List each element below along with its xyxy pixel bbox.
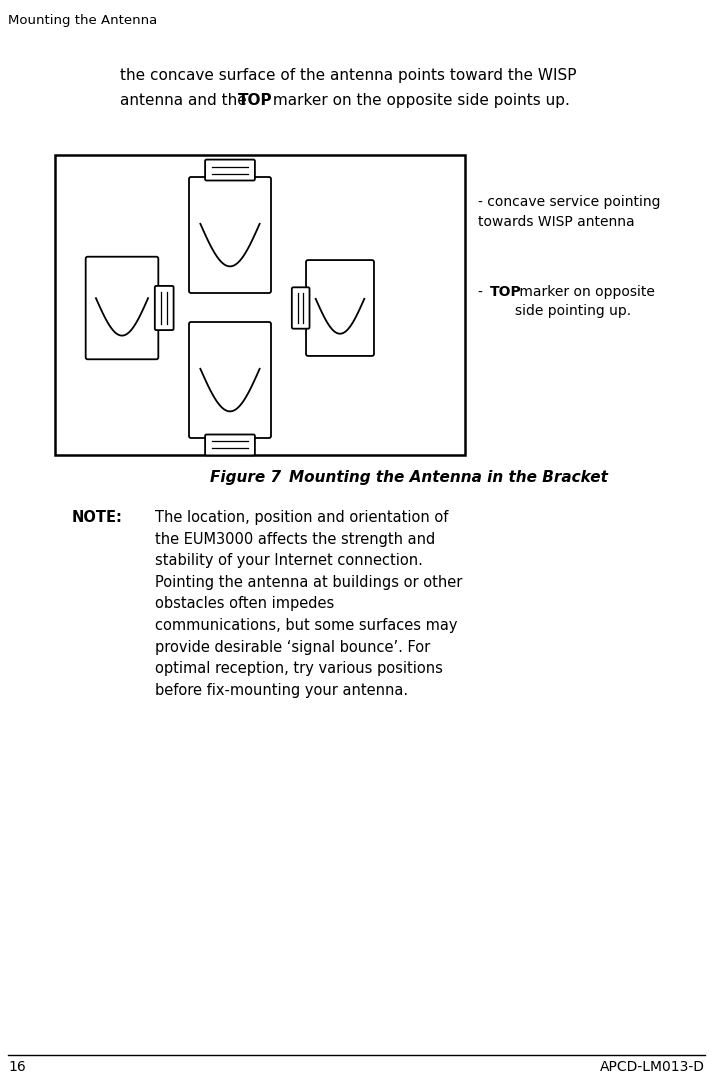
FancyBboxPatch shape bbox=[205, 160, 255, 181]
Text: 16: 16 bbox=[8, 1060, 26, 1074]
Text: Mounting the Antenna in the Bracket: Mounting the Antenna in the Bracket bbox=[268, 470, 608, 485]
Text: Mounting the Antenna: Mounting the Antenna bbox=[8, 14, 158, 27]
FancyBboxPatch shape bbox=[155, 286, 173, 330]
FancyBboxPatch shape bbox=[86, 257, 158, 359]
Text: marker on the opposite side points up.: marker on the opposite side points up. bbox=[268, 92, 570, 108]
Text: TOP: TOP bbox=[490, 285, 522, 299]
Text: the concave surface of the antenna points toward the WISP: the concave surface of the antenna point… bbox=[120, 67, 577, 83]
FancyBboxPatch shape bbox=[55, 154, 465, 455]
Text: APCD-LM013-D: APCD-LM013-D bbox=[600, 1060, 705, 1074]
Text: - concave service pointing
towards WISP antenna: - concave service pointing towards WISP … bbox=[478, 195, 660, 228]
FancyBboxPatch shape bbox=[306, 260, 374, 356]
Text: antenna and the: antenna and the bbox=[120, 92, 252, 108]
FancyBboxPatch shape bbox=[189, 177, 271, 293]
Text: Figure 7: Figure 7 bbox=[210, 470, 281, 485]
FancyBboxPatch shape bbox=[189, 322, 271, 438]
FancyBboxPatch shape bbox=[205, 434, 255, 456]
Text: -: - bbox=[478, 285, 487, 299]
FancyBboxPatch shape bbox=[292, 287, 309, 329]
Text: The location, position and orientation of
the EUM3000 affects the strength and
s: The location, position and orientation o… bbox=[155, 510, 462, 697]
Text: TOP: TOP bbox=[238, 92, 272, 108]
Text: NOTE:: NOTE: bbox=[72, 510, 123, 526]
Text: marker on opposite
side pointing up.: marker on opposite side pointing up. bbox=[515, 285, 655, 319]
